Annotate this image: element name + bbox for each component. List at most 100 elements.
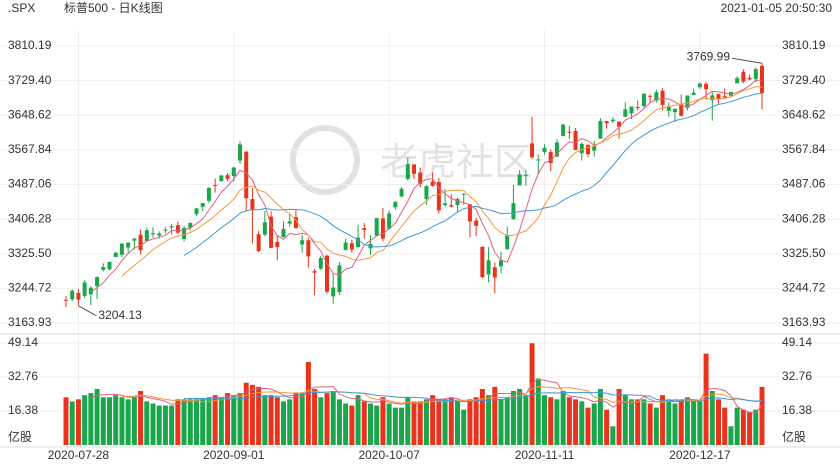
y-tick-label-right: 3648.62: [782, 107, 826, 121]
volume-bar: [386, 403, 392, 445]
candle-body: [573, 130, 578, 150]
volume-tick-label: 32.76: [8, 369, 38, 383]
volume-bar: [336, 399, 342, 445]
volume-bar: [486, 395, 492, 445]
candle-body: [188, 223, 193, 228]
volume-bar: [287, 399, 293, 445]
candle-body: [760, 65, 764, 93]
low-leader: [78, 305, 97, 317]
ma-line: [121, 85, 763, 277]
volume-bar: [380, 397, 386, 445]
volume-bar: [119, 397, 125, 445]
candle-body: [523, 174, 528, 176]
watermark-logo: [290, 125, 360, 195]
candle-body: [554, 142, 559, 157]
candle-body: [499, 260, 503, 267]
volume-bar: [361, 401, 367, 445]
candle-body: [306, 240, 311, 257]
volume-bar: [63, 397, 69, 445]
high-leader: [731, 57, 763, 64]
volume-bar: [747, 411, 753, 445]
volume-bar: [653, 407, 659, 445]
y-tick-label: 3163.93: [8, 315, 52, 329]
y-tick-label: 3406.28: [8, 211, 52, 225]
volume-bar: [542, 395, 547, 445]
candle-body: [505, 235, 510, 250]
low-label: 3204.13: [98, 308, 142, 322]
candle-body: [753, 69, 758, 80]
volume-bar: [274, 397, 280, 445]
candle-body: [623, 109, 628, 117]
y-tick-label-right: 3487.06: [782, 177, 826, 191]
volume-bar: [604, 409, 610, 445]
candle-body: [331, 287, 336, 297]
candle-body: [685, 95, 690, 108]
volume-bar: [125, 399, 131, 445]
volume-bar: [144, 401, 150, 445]
candle-body: [244, 151, 249, 199]
candle-body: [449, 205, 454, 207]
candle-body: [138, 234, 143, 251]
candle-body: [492, 267, 497, 278]
candle-body: [219, 175, 224, 182]
candle-body: [256, 234, 261, 252]
volume-bar: [753, 409, 759, 445]
candle-body: [654, 92, 659, 101]
volume-bar: [591, 403, 597, 445]
volume-bar: [187, 399, 193, 445]
candle-body: [318, 258, 323, 269]
volume-bar: [249, 384, 255, 445]
volume-bar: [510, 391, 516, 445]
y-tick-label-right: 3567.84: [782, 142, 826, 156]
candle-body: [82, 282, 87, 296]
ma-line: [90, 79, 763, 293]
candle-body: [374, 218, 379, 236]
volume-bar: [647, 403, 653, 445]
y-tick-label: 3567.84: [8, 142, 52, 156]
candle-body: [343, 242, 348, 251]
y-tick-label-right: 3244.72: [782, 281, 826, 295]
volume-bar: [169, 405, 175, 445]
volume-tick-label: 16.38: [8, 403, 38, 417]
volume-bar: [268, 395, 274, 445]
ma-line: [184, 391, 763, 403]
candle-body: [542, 147, 547, 152]
y-tick-label: 3729.40: [8, 73, 52, 87]
volume-unit: 亿股: [8, 429, 32, 444]
volume-bar: [82, 395, 88, 445]
y-tick-label: 3244.72: [8, 281, 52, 295]
volume-bar: [100, 397, 106, 445]
candle-body: [486, 260, 491, 275]
volume-tick-label-right: 32.76: [782, 369, 812, 383]
symbol: .SPX: [8, 1, 35, 15]
y-tick-label: 3648.62: [8, 107, 52, 121]
volume-bar: [162, 405, 168, 445]
ma-line: [121, 385, 763, 404]
volume-bar: [734, 407, 740, 445]
x-tick-label: 2020-11-11: [515, 448, 575, 462]
candle-body: [710, 95, 715, 101]
candle-body: [126, 242, 131, 248]
x-tick-label: 2020-10-07: [358, 448, 420, 462]
volume-bar: [138, 391, 144, 445]
candle-body: [592, 145, 597, 151]
candle-body: [641, 93, 646, 107]
volume-bar: [181, 399, 187, 445]
volume-bar: [579, 401, 585, 445]
volume-bar: [535, 378, 541, 445]
candle-body: [629, 106, 634, 114]
volume-bar: [75, 399, 81, 445]
candle-body: [356, 237, 361, 248]
candle-body: [163, 229, 168, 231]
volume-bar: [442, 399, 448, 445]
volume-bar: [672, 403, 678, 445]
candle-body: [157, 233, 162, 236]
volume-bar: [716, 399, 721, 445]
x-tick-label: 2020-07-28: [48, 448, 110, 462]
y-tick-label-right: 3325.50: [782, 246, 826, 260]
volume-bar: [368, 403, 373, 445]
candle-body: [231, 167, 236, 176]
candle-body: [548, 151, 553, 164]
volume-bar: [399, 407, 405, 445]
